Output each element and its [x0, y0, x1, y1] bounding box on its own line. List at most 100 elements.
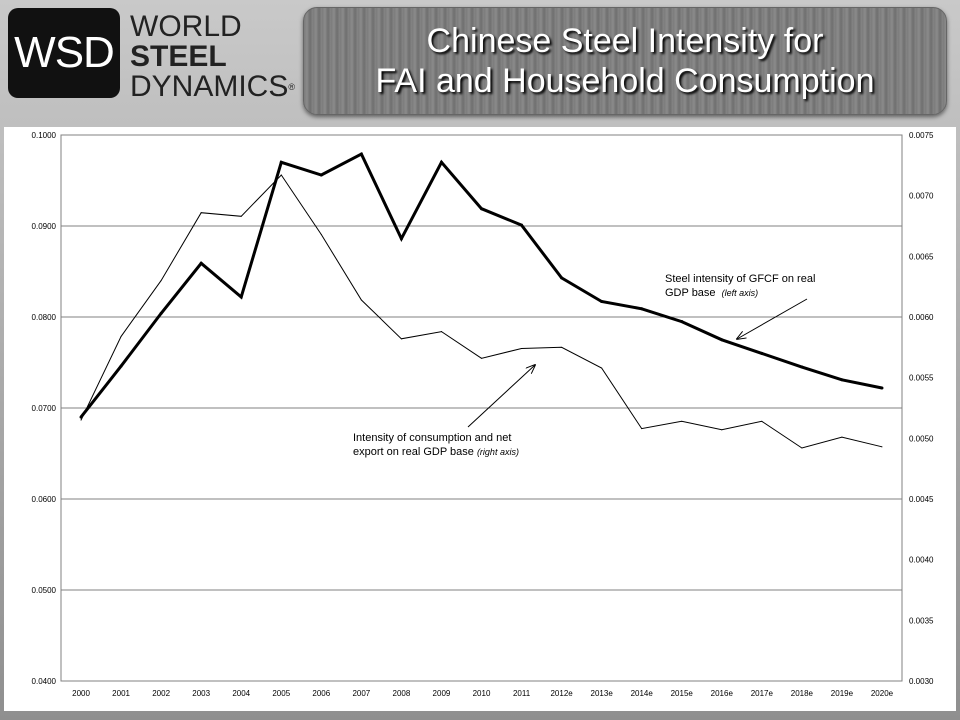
right-tick-label: 0.0055: [909, 374, 934, 383]
point-right-axis-10: [481, 357, 482, 359]
annotation-right-line2: export on real GDP base: [353, 446, 474, 458]
x-tick-label: 2005: [272, 689, 290, 698]
x-tick-label: 2018e: [791, 689, 814, 698]
x-tick-label: 2010: [473, 689, 491, 698]
series-line-left-axis: [79, 152, 883, 419]
point-left-axis-19: [840, 378, 844, 382]
point-left-axis-12: [560, 276, 564, 280]
point-right-axis-11: [521, 348, 523, 350]
annotation-left-arrow: [737, 298, 808, 339]
left-tick-label: 0.0900: [32, 222, 57, 231]
point-left-axis-14: [640, 307, 644, 311]
plot-area: [60, 134, 903, 682]
left-tick-label: 0.0700: [32, 404, 57, 413]
point-left-axis-7: [359, 152, 363, 156]
point-left-axis-10: [480, 207, 483, 211]
left-tick-label: 0.0500: [32, 586, 57, 595]
point-right-axis-6: [320, 233, 322, 235]
point-left-axis-15: [680, 320, 684, 324]
point-right-axis-15: [681, 420, 683, 422]
x-tick-label: 2020e: [871, 689, 894, 698]
x-tick-label: 2000: [72, 689, 90, 698]
point-left-axis-5: [279, 160, 283, 164]
logo-wordmark: WORLD STEEL DYNAMICS®: [130, 12, 295, 102]
point-right-axis-0: [80, 419, 82, 421]
right-tick-label: 0.0040: [909, 556, 934, 565]
x-tick-label: 2007: [352, 689, 370, 698]
right-tick-label: 0.0045: [909, 495, 934, 504]
point-right-axis-4: [240, 215, 242, 217]
chart-panel: 0.0400 0.0500 0.0600 0.0700 0.0800 0.0900 0.10…: [4, 127, 956, 711]
x-tick-label: 2014e: [631, 689, 654, 698]
right-tick-label: 0.0030: [909, 677, 934, 686]
line-chart: 0.0400 0.0500 0.0600 0.0700 0.0800 0.0900 0.10…: [32, 131, 934, 698]
point-right-axis-2: [160, 280, 162, 282]
x-tick-label: 2008: [393, 689, 411, 698]
point-left-axis-2: [159, 311, 163, 315]
point-left-axis-18: [800, 365, 804, 369]
page-title-line2: FAI and Household Consumption: [375, 62, 875, 100]
right-tick-label: 0.0065: [909, 252, 934, 261]
x-tick-label: 2009: [433, 689, 451, 698]
point-right-axis-3: [200, 212, 202, 214]
logo-line-steel: STEEL: [130, 40, 227, 73]
point-right-axis-12: [561, 346, 563, 348]
point-left-axis-17: [760, 351, 764, 355]
x-tick-label: 2001: [112, 689, 130, 698]
point-left-axis-13: [600, 300, 604, 304]
right-tick-label: 0.0075: [909, 131, 934, 140]
point-left-axis-1: [119, 364, 123, 368]
logo: WSD: [8, 8, 120, 98]
right-tick-label: 0.0035: [909, 616, 934, 625]
x-tick-label: 2015e: [671, 689, 694, 698]
right-axis: 0.0030 0.0035 0.0040 0.0045 0.0050 0.0055 0.00…: [909, 131, 934, 686]
point-left-axis-11: [520, 223, 524, 227]
point-right-axis-13: [601, 367, 603, 369]
x-tick-label: 2003: [192, 689, 210, 698]
x-tick-label: 2019e: [831, 689, 854, 698]
x-tick-label: 2004: [232, 689, 250, 698]
point-right-axis-20: [881, 446, 883, 448]
annotation-right-arrow: [467, 365, 535, 428]
x-tick-label: 2012e: [550, 689, 573, 698]
point-left-axis-6: [319, 173, 323, 177]
annotation-right-axis: Intensity of consumption and net export …: [353, 432, 519, 458]
header: WSD WORLD STEEL DYNAMICS® Chinese Steel …: [0, 0, 960, 126]
x-tick-label: 2013e: [591, 689, 614, 698]
point-left-axis-16: [720, 338, 724, 342]
right-tick-label: 0.0050: [909, 434, 934, 443]
annotation-right-note: (right axis): [477, 447, 519, 457]
point-left-axis-20: [880, 386, 884, 390]
point-right-axis-18: [801, 447, 803, 449]
point-left-axis-4: [239, 295, 243, 299]
logo-line-dynamics: DYNAMICS: [130, 70, 289, 103]
left-axis: 0.0400 0.0500 0.0600 0.0700 0.0800 0.0900 0.10…: [32, 131, 57, 686]
point-left-axis-8: [399, 237, 403, 241]
x-axis: 2000 2001 2002 2003 2004 2005 2006 2007 2008 2009…: [72, 689, 894, 698]
point-right-axis-17: [761, 420, 763, 422]
x-tick-label: 2016e: [711, 689, 734, 698]
annotation-right-line1: Intensity of consumption and net: [353, 432, 511, 444]
annotation-left-line1: Steel intensity of GFCF on real: [665, 273, 815, 285]
x-tick-label: 2017e: [751, 689, 774, 698]
point-right-axis-16: [721, 429, 723, 431]
registered-mark: ®: [288, 82, 295, 92]
left-tick-label: 0.0600: [32, 495, 57, 504]
left-tick-label: 0.0400: [32, 677, 57, 686]
point-left-axis-3: [199, 261, 203, 265]
point-right-axis-1: [120, 335, 122, 337]
point-right-axis-9: [440, 331, 442, 333]
annotation-left-line2: GDP base: [665, 287, 716, 299]
left-tick-label: 0.1000: [32, 131, 57, 140]
left-tick-label: 0.0800: [32, 313, 57, 322]
point-left-axis-9: [439, 160, 443, 164]
x-tick-label: 2006: [312, 689, 330, 698]
right-tick-label: 0.0070: [909, 192, 934, 201]
grid: [61, 134, 902, 682]
x-tick-label: 2002: [152, 689, 170, 698]
point-right-axis-14: [641, 428, 643, 430]
page-title-line1: Chinese Steel Intensity for: [426, 22, 824, 60]
point-right-axis-8: [400, 338, 402, 340]
logo-abbrev: WSD: [14, 28, 115, 77]
logo-line-world: WORLD: [130, 10, 242, 43]
